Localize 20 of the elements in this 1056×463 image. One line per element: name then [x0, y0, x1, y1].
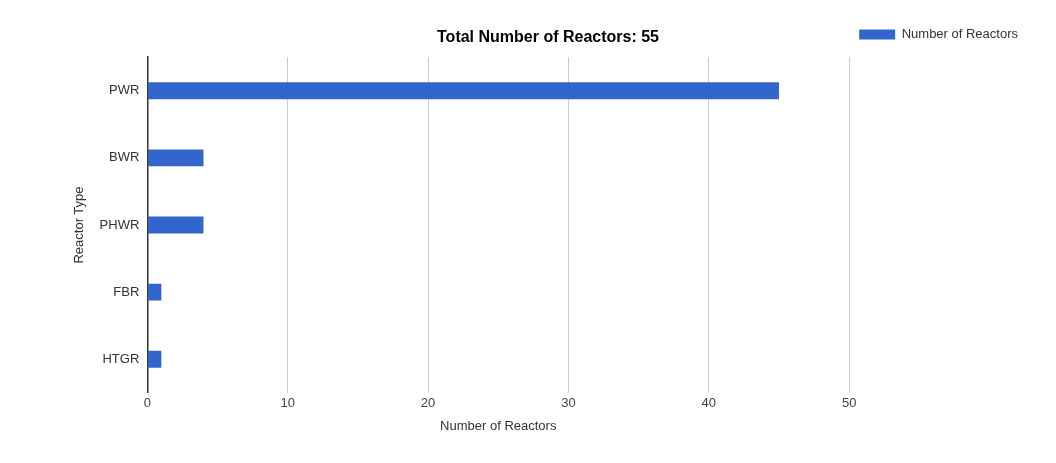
y-tick-label: PHWR — [99, 216, 140, 232]
bar — [147, 149, 204, 167]
x-tick-label: 10 — [280, 395, 295, 411]
y-tick-label: HTGR — [102, 350, 140, 366]
bar — [147, 350, 162, 368]
x-tick-label: 40 — [701, 395, 717, 411]
x-tick-label: 0 — [143, 395, 151, 411]
bar — [147, 216, 204, 234]
x-tick-label: 20 — [420, 395, 436, 411]
y-tick-label: PWR — [108, 82, 140, 98]
x-tick-label: 50 — [841, 395, 857, 411]
legend-label: Number of Reactors — [901, 26, 1019, 42]
y-tick-label: BWR — [108, 149, 140, 165]
y-axis-title: Reactor Type — [71, 186, 87, 264]
y-tick-label: FBR — [113, 283, 140, 299]
bar — [147, 283, 162, 301]
x-tick-label: 30 — [561, 395, 576, 411]
bar — [147, 82, 779, 100]
x-axis-title: Number of Reactors — [440, 417, 557, 433]
chart-title: Total Number of Reactors: 55 — [437, 28, 660, 46]
